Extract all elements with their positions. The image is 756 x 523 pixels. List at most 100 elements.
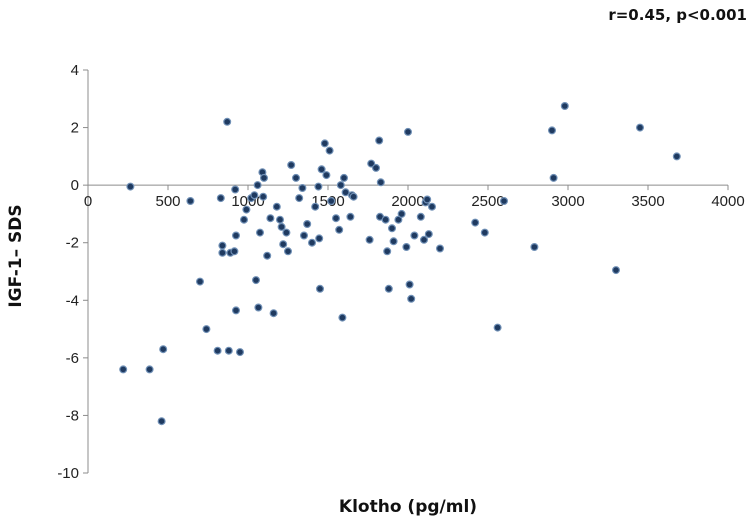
data-point bbox=[315, 234, 324, 243]
data-point bbox=[316, 284, 325, 293]
data-point bbox=[232, 306, 241, 315]
data-point bbox=[389, 237, 398, 246]
y-tick-label: -4 bbox=[66, 292, 79, 309]
data-point bbox=[292, 173, 301, 182]
data-point bbox=[376, 178, 385, 187]
data-point bbox=[295, 194, 304, 203]
data-point bbox=[500, 197, 509, 206]
data-point bbox=[216, 194, 225, 203]
data-point bbox=[349, 192, 358, 201]
data-point bbox=[186, 197, 195, 206]
y-tick-label: 0 bbox=[71, 177, 79, 194]
data-point bbox=[367, 159, 376, 168]
data-point bbox=[242, 205, 251, 214]
data-point bbox=[384, 284, 393, 293]
points-group bbox=[119, 101, 681, 426]
data-point bbox=[317, 165, 326, 174]
data-point bbox=[253, 181, 262, 190]
data-point bbox=[410, 231, 419, 240]
y-axis-title: IGF-1– SDS bbox=[6, 204, 26, 307]
data-point bbox=[126, 182, 135, 191]
data-point bbox=[256, 228, 265, 237]
data-point bbox=[635, 123, 644, 132]
data-point bbox=[230, 247, 239, 256]
data-point bbox=[404, 127, 413, 136]
data-point bbox=[381, 215, 390, 224]
y-tick-label: -10 bbox=[57, 465, 79, 482]
y-tick-label: 2 bbox=[71, 120, 79, 137]
data-point bbox=[287, 161, 296, 170]
data-point bbox=[308, 238, 317, 247]
data-point bbox=[263, 251, 272, 260]
data-point bbox=[402, 243, 411, 252]
data-point bbox=[560, 101, 569, 110]
data-point bbox=[254, 303, 263, 312]
axes-group: 420-2-4-6-8-1005001000150020002500300035… bbox=[57, 62, 744, 482]
data-point bbox=[272, 202, 281, 211]
data-point bbox=[372, 163, 381, 172]
data-point bbox=[397, 209, 406, 218]
data-point bbox=[436, 244, 445, 253]
data-point bbox=[224, 346, 233, 355]
x-tick-label: 3500 bbox=[631, 193, 664, 210]
data-point bbox=[260, 173, 269, 182]
x-tick-label: 500 bbox=[155, 193, 180, 210]
data-point bbox=[336, 181, 345, 190]
data-point bbox=[340, 173, 349, 182]
x-tick-label: 0 bbox=[84, 193, 92, 210]
data-point bbox=[428, 202, 437, 211]
data-point bbox=[266, 214, 275, 223]
data-point bbox=[549, 173, 558, 182]
data-point bbox=[424, 230, 433, 239]
data-point bbox=[223, 117, 232, 126]
data-point bbox=[611, 266, 620, 275]
data-point bbox=[218, 241, 227, 250]
data-point bbox=[314, 182, 323, 191]
data-point bbox=[547, 126, 556, 135]
data-point bbox=[480, 228, 489, 237]
data-point bbox=[416, 212, 425, 221]
data-point bbox=[303, 220, 312, 229]
y-tick-label: -8 bbox=[66, 407, 79, 424]
data-point bbox=[300, 231, 309, 240]
data-point bbox=[311, 202, 320, 211]
data-point bbox=[279, 240, 288, 249]
correlation-annotation: r=0.45, p<0.001 bbox=[608, 6, 747, 24]
x-tick-label: 2500 bbox=[471, 193, 504, 210]
data-point bbox=[383, 247, 392, 256]
data-point bbox=[332, 214, 341, 223]
data-point bbox=[405, 280, 414, 289]
x-tick-label: 3000 bbox=[551, 193, 584, 210]
data-point bbox=[365, 235, 374, 244]
data-point bbox=[423, 195, 432, 204]
data-point bbox=[218, 248, 227, 257]
data-point bbox=[672, 152, 681, 161]
data-point bbox=[159, 345, 168, 354]
data-point bbox=[375, 136, 384, 145]
x-axis-title: Klotho (pg/ml) bbox=[339, 497, 477, 517]
y-tick-label: -6 bbox=[66, 350, 79, 367]
data-point bbox=[231, 185, 240, 194]
data-point bbox=[252, 276, 261, 285]
data-point bbox=[530, 243, 539, 252]
data-point bbox=[202, 325, 211, 334]
data-point bbox=[276, 215, 285, 224]
data-point bbox=[341, 188, 350, 197]
data-point bbox=[388, 224, 397, 233]
data-point bbox=[213, 346, 222, 355]
data-point bbox=[240, 215, 249, 224]
data-point bbox=[250, 191, 259, 200]
data-point bbox=[394, 215, 403, 224]
data-point bbox=[346, 212, 355, 221]
x-tick-label: 2000 bbox=[391, 193, 424, 210]
data-point bbox=[493, 323, 502, 332]
data-point bbox=[277, 222, 286, 231]
data-point bbox=[327, 197, 336, 206]
data-point bbox=[338, 313, 347, 322]
data-point bbox=[284, 247, 293, 256]
data-point bbox=[407, 294, 416, 303]
data-point bbox=[471, 218, 480, 227]
y-tick-label: 4 bbox=[71, 62, 79, 79]
data-point bbox=[269, 309, 278, 318]
